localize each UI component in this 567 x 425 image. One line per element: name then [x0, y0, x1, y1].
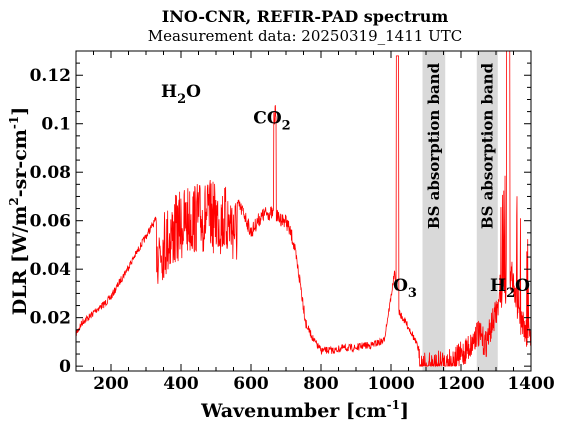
y-axis-label-tail: ]: [9, 107, 31, 116]
y-axis-label-sup: 2: [7, 197, 21, 205]
x-axis-label: Wavenumber [cm-1]: [200, 398, 409, 422]
y-axis-ticks: 0 0.02 0.04 0.06 0.08 0.1 0.12: [30, 50, 531, 377]
y-axis-label-main: DLR [W/m: [9, 206, 31, 316]
x-tick-label: 1200: [437, 374, 484, 394]
series-layer: [75, 50, 532, 368]
x-axis-ticks: 200 400 600 800 1000 1200 1400: [75, 51, 555, 394]
annotation-4-tail: O: [515, 276, 530, 296]
chart-title: INO-CNR, REFIR-PAD spectrum: [162, 7, 449, 26]
x-tick-label: 800: [303, 374, 339, 394]
annotation-3: O3: [393, 276, 417, 301]
annotation-1-base: H: [161, 82, 177, 102]
absorption-band-label-2: BS absorption band: [478, 62, 496, 229]
annotation-2-base: CO: [253, 109, 282, 129]
plot-frame: [75, 50, 532, 372]
annotation-1: H2O: [161, 82, 201, 107]
annotation-4: H2O: [490, 276, 530, 301]
annotation-1-sub: 2: [177, 92, 186, 107]
x-tick-label: 1000: [367, 374, 414, 394]
absorption-band-2: [476, 51, 498, 371]
y-tick-label: 0.04: [30, 260, 72, 280]
y-tick-label: 0.06: [30, 212, 71, 232]
absorption-bands: BS absorption band BS absorption band: [422, 51, 498, 371]
annotation-3-base: O: [393, 276, 408, 296]
y-tick-label: 0.1: [41, 115, 71, 135]
y-tick-label: 0: [59, 357, 71, 377]
x-tick-label: 600: [233, 374, 269, 394]
y-axis-label: DLR [W/m2-sr-cm-1]: [7, 107, 31, 315]
annotation-1-tail: O: [186, 82, 201, 102]
y-axis-label-sup2: -1: [7, 116, 21, 129]
y-axis-label-mid: -sr-cm: [9, 129, 31, 197]
annotation-4-base: H: [490, 276, 506, 296]
y-tick-label: 0.02: [30, 309, 71, 329]
x-tick-label: 1400: [507, 374, 554, 394]
annotation-3-sub: 3: [408, 286, 417, 301]
x-tick-label: 200: [93, 374, 129, 394]
chart-subtitle: Measurement data: 20250319_1411 UTC: [148, 27, 462, 45]
annotation-2: CO2: [253, 109, 290, 134]
series-line-dlr: [75, 50, 532, 368]
x-axis-label-sup: -1: [387, 398, 400, 412]
annotation-4-sub: 2: [506, 286, 515, 301]
x-tick-label: 400: [163, 374, 199, 394]
y-tick-label: 0.12: [30, 66, 71, 86]
annotation-2-sub: 2: [282, 119, 291, 134]
absorption-band-1: [422, 51, 446, 371]
x-axis-label-main: Wavenumber [cm: [200, 400, 387, 422]
absorption-band-label-1: BS absorption band: [425, 62, 443, 229]
x-axis-label-tail: ]: [400, 400, 409, 422]
y-tick-label: 0.08: [30, 163, 71, 183]
